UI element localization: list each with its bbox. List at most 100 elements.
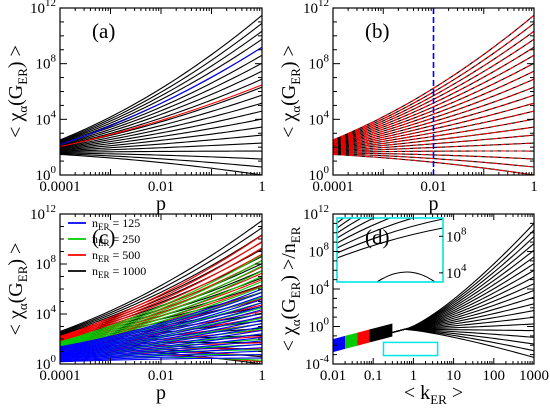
x-tick-label: 1000 [519, 368, 549, 384]
series-curve [60, 340, 262, 359]
x-tick-label: 0.01 [148, 368, 174, 384]
family-curve [60, 22, 262, 142]
inset-frame [336, 217, 444, 283]
x-tick-label: 1 [258, 368, 266, 384]
family-curve [60, 152, 262, 160]
series-curve [60, 326, 262, 356]
y-tick-label: 108 [309, 241, 330, 261]
y-tick-label: 108 [36, 253, 57, 273]
dashed-overlay-curve [333, 94, 534, 148]
size-band [369, 323, 393, 343]
y-tick-label: 1012 [30, 203, 56, 223]
size-band [333, 335, 346, 353]
x-tick-label: 0.0001 [39, 368, 80, 384]
axis-frame [332, 213, 535, 365]
x-tick-label: 10 [446, 368, 461, 384]
series-curve [60, 309, 262, 352]
dashed-overlay-curve [333, 86, 534, 148]
legend-label: nER = 125 [92, 216, 140, 232]
series-curve [60, 305, 262, 352]
series-curve [60, 286, 262, 347]
dashed-overlay-curve [333, 14, 534, 141]
series-curve [60, 234, 262, 334]
series-curve [60, 288, 262, 348]
panel-label: (a) [92, 19, 115, 43]
series-curve [60, 275, 262, 346]
series-curve [60, 298, 262, 350]
panel-b: 0.0001 0.01 1 100 104 108 1012 p < χα​(GER​) > (b… [278, 0, 538, 215]
y-axis-label: < χα​(GER​) > [278, 45, 303, 138]
inset-curve [337, 218, 363, 234]
size-band [345, 332, 358, 349]
series-curve [60, 234, 262, 337]
family-curve [60, 153, 262, 168]
y-tick-label: 104 [309, 108, 330, 128]
legend-label: nER = 250 [92, 232, 140, 248]
family-curve [60, 78, 262, 147]
x-axis-label: < kER​ > [404, 382, 463, 407]
y-axis-label: < χα​(GER​) >/nER​ [278, 226, 303, 351]
series-curve [60, 241, 262, 338]
series-curve [60, 322, 262, 355]
y-tick-label: 104 [309, 278, 330, 298]
family-curve [60, 30, 262, 142]
panel-label: (b) [365, 19, 390, 43]
series-curve [60, 302, 262, 351]
y-tick-label: 1012 [303, 0, 329, 17]
inset-curve [337, 218, 353, 229]
dashed-overlay-curve [333, 30, 534, 142]
zoom-box [382, 341, 439, 357]
family-curve [60, 134, 262, 152]
y-tick-label: 104 [36, 108, 57, 128]
family-curve [60, 126, 262, 151]
series-curve [60, 329, 262, 357]
dashed-overlay-curve [333, 102, 534, 149]
y-tick-label: 10-4 [305, 353, 330, 373]
dashed-overlay-curve [333, 38, 534, 143]
y-axis-label: < χα​(GER​) > [5, 45, 30, 138]
highlight-curve [60, 84, 262, 148]
x-tick-label: 0.1 [364, 368, 383, 384]
family-curve [60, 38, 262, 143]
family-curve [60, 102, 262, 149]
inset-curve [337, 218, 415, 249]
family-curve [60, 94, 262, 148]
inset-curve [337, 218, 375, 239]
inset-curve [376, 271, 436, 282]
panel-a: 0.0001 0.01 1 100 104 108 1012 p < χα​(GER​) > (a… [5, 0, 266, 215]
x-axis-label: p [156, 193, 166, 215]
size-band [357, 329, 370, 346]
series-curve [60, 291, 262, 349]
x-tick-label: 0.01 [420, 179, 446, 195]
x-axis-label: p [156, 382, 166, 404]
family-curve [60, 118, 262, 150]
series-curve [60, 295, 262, 349]
y-tick-label: 100 [309, 316, 330, 336]
series-curve [60, 253, 262, 340]
curves [333, 223, 534, 358]
y-tick-label: 108 [309, 53, 330, 73]
x-tick-label: 1 [410, 368, 418, 384]
family-curve [60, 62, 262, 145]
series-curve [60, 336, 262, 358]
x-tick-label: 1 [530, 179, 538, 195]
inset-background [337, 218, 443, 282]
family-curve [60, 110, 262, 150]
series-curve [60, 350, 262, 361]
series-curve [60, 347, 262, 361]
inset-tick-label: 108 [446, 225, 467, 245]
dashed-overlay-curve [333, 118, 534, 150]
y-tick-label: 108 [36, 53, 57, 73]
y-axis-label: < χα​(GER​) > [5, 243, 30, 336]
series-curve [60, 247, 262, 339]
highlight-curve [60, 46, 262, 146]
y-tick-label: 100 [309, 164, 330, 184]
panel-label: (c) [92, 225, 115, 249]
series-curve [60, 220, 262, 333]
series-curve [60, 270, 262, 345]
series-curve [60, 312, 262, 353]
family-curve [60, 142, 262, 153]
y-tick-label: 1012 [303, 203, 329, 223]
inset-curves [337, 218, 443, 282]
series-curve [60, 254, 262, 343]
